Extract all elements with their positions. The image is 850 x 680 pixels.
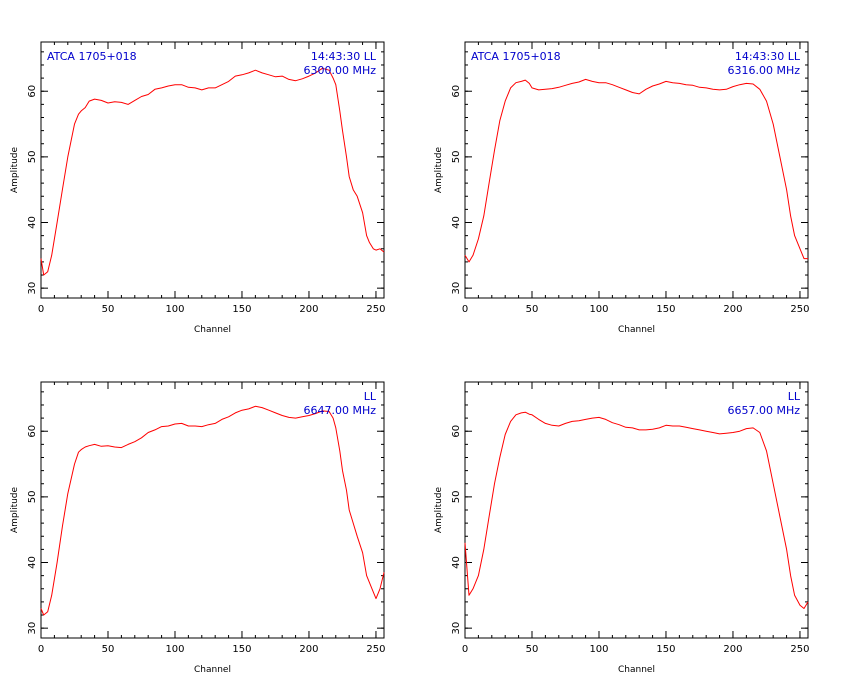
x-axis-label: Channel <box>618 325 655 335</box>
x-tick-label: 100 <box>589 304 608 315</box>
x-axis-label: Channel <box>618 665 655 675</box>
y-tick-label: 30 <box>451 282 462 295</box>
plot-frame <box>464 381 809 639</box>
x-tick-label: 0 <box>462 304 468 315</box>
x-tick-label: 150 <box>232 644 251 655</box>
y-tick-label: 30 <box>27 282 38 295</box>
y-tick-label: 60 <box>451 85 462 98</box>
x-tick-label: 50 <box>526 644 539 655</box>
panel-2: 0 50 100 150 200 250 30 40 50 60 Channel Amplitude A… <box>434 41 810 335</box>
frequency-annotation: 6657.00 MHz <box>727 404 800 417</box>
frequency-annotation: 6316.00 MHz <box>727 64 800 77</box>
spectrum-series-line-1 <box>40 67 385 276</box>
x-tick-label: 100 <box>165 644 184 655</box>
y-axis-label: Amplitude <box>10 486 20 533</box>
y-axis-label: Amplitude <box>10 146 20 193</box>
x-tick-label: 50 <box>102 644 115 655</box>
x-tick-label: 50 <box>102 304 115 315</box>
x-tick-label: 200 <box>299 304 318 315</box>
spectrum-series-line-1 <box>40 405 385 616</box>
plot-frame <box>40 381 385 639</box>
x-tick-label: 250 <box>366 304 385 315</box>
x-tick-label: 150 <box>656 304 675 315</box>
y-tick-label: 50 <box>451 151 462 164</box>
panel-1: 0 50 100 150 200 250 30 40 50 60 Channel Amplitude A… <box>10 41 386 335</box>
x-tick-label: 150 <box>232 304 251 315</box>
y-tick-label: 50 <box>451 491 462 504</box>
panel-3: 0 50 100 150 200 250 30 40 50 60 Channel Amplitude L… <box>10 381 386 675</box>
y-tick-label: 60 <box>451 425 462 438</box>
y-axis-label: Amplitude <box>434 486 444 533</box>
x-tick-label: 50 <box>526 304 539 315</box>
source-annotation: ATCA 1705+018 <box>47 50 137 63</box>
y-tick-label: 40 <box>27 556 38 569</box>
x-tick-label: 0 <box>38 644 44 655</box>
x-tick-label: 250 <box>790 304 809 315</box>
y-tick-label: 30 <box>451 622 462 635</box>
time-polarization-annotation: LL <box>364 390 377 403</box>
x-tick-label: 0 <box>38 304 44 315</box>
x-tick-label: 100 <box>165 304 184 315</box>
y-tick-label: 40 <box>451 216 462 229</box>
spectrum-series-line-1 <box>464 411 809 609</box>
source-annotation: ATCA 1705+018 <box>471 50 561 63</box>
spectrum-series-line-1 <box>464 78 808 263</box>
x-tick-label: 200 <box>723 304 742 315</box>
y-tick-label: 50 <box>27 151 38 164</box>
y-tick-label: 30 <box>27 622 38 635</box>
y-axis-label: Amplitude <box>434 146 444 193</box>
y-tick-label: 50 <box>27 491 38 504</box>
x-axis-label: Channel <box>194 665 231 675</box>
y-tick-label: 60 <box>27 425 38 438</box>
y-tick-label: 60 <box>27 85 38 98</box>
time-polarization-annotation: 14:43:30 LL <box>311 50 377 63</box>
y-tick-label: 40 <box>27 216 38 229</box>
plot-frame <box>464 41 809 299</box>
time-polarization-annotation: 14:43:30 LL <box>735 50 801 63</box>
plot-frame <box>40 41 385 299</box>
time-polarization-annotation: LL <box>788 390 801 403</box>
x-tick-label: 0 <box>462 644 468 655</box>
panel-4: 0 50 100 150 200 250 30 40 50 60 Channel Amplitude L… <box>434 381 810 675</box>
frequency-annotation: 6647.00 MHz <box>303 404 376 417</box>
x-axis-label: Channel <box>194 325 231 335</box>
x-tick-label: 200 <box>723 644 742 655</box>
y-tick-label: 40 <box>451 556 462 569</box>
x-tick-label: 100 <box>589 644 608 655</box>
x-tick-label: 150 <box>656 644 675 655</box>
x-tick-label: 250 <box>790 644 809 655</box>
x-tick-label: 200 <box>299 644 318 655</box>
frequency-annotation: 6300.00 MHz <box>303 64 376 77</box>
x-tick-label: 250 <box>366 644 385 655</box>
